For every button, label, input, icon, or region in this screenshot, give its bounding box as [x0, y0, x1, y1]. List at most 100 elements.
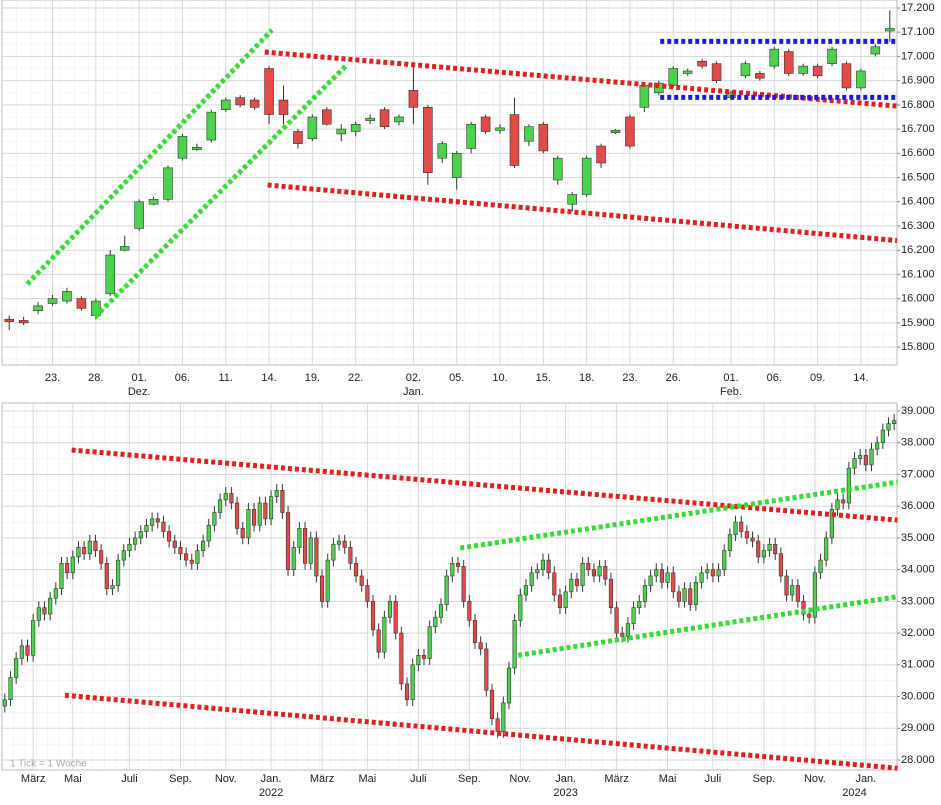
x-tick-label: Sep. — [169, 773, 192, 785]
candle-body — [509, 114, 520, 166]
candle-body — [688, 588, 693, 605]
x-tick-label: Mai — [358, 773, 376, 785]
candle-body — [682, 588, 687, 602]
candle-body — [567, 194, 577, 205]
x-tick-label: Jan. — [261, 773, 282, 785]
candle-body — [223, 493, 228, 501]
candle-body — [716, 569, 721, 577]
candle-body — [603, 566, 608, 580]
y-tick-label: 36.000 — [901, 500, 935, 512]
y-tick-label: 16.700 — [901, 123, 935, 135]
x-tick-label: 10. — [492, 372, 507, 384]
candle-body — [235, 502, 240, 529]
candle-body — [880, 429, 885, 444]
x-tick-label: Juli — [121, 773, 138, 785]
trend-line — [71, 447, 898, 523]
candle-body — [155, 518, 160, 523]
x-tick-label: Juli — [705, 773, 722, 785]
candle-body — [620, 632, 625, 637]
candle-body — [773, 543, 778, 555]
candle-body — [31, 620, 36, 656]
y-tick-label: 17.000 — [901, 50, 935, 62]
candle-body — [438, 604, 444, 618]
candle-body — [755, 73, 765, 79]
candle-body — [870, 46, 881, 55]
candle-body — [451, 153, 462, 178]
trend-line — [264, 49, 898, 109]
candle-body — [376, 629, 381, 653]
candle-body — [307, 116, 318, 140]
candle-body — [336, 540, 342, 545]
candle-body — [790, 585, 795, 596]
x-tick-label: Jan. — [555, 773, 576, 785]
candle-body — [639, 85, 650, 108]
candle-body — [325, 559, 330, 602]
candle-body — [841, 499, 846, 504]
candle-body — [48, 597, 53, 615]
candle-body — [614, 607, 619, 634]
x-tick-label: 18. — [579, 372, 594, 384]
candle-body — [437, 143, 448, 159]
candle-body — [892, 420, 897, 424]
y-tick-label: 15.800 — [901, 341, 935, 353]
candle-body — [269, 496, 274, 520]
candle-body — [76, 298, 87, 309]
candle-body — [76, 547, 81, 558]
candle-body — [82, 547, 87, 555]
plot-area — [1, 402, 898, 771]
candle-body — [416, 655, 421, 666]
x-tick-label: Nov. — [215, 773, 237, 785]
candle-body — [710, 569, 715, 577]
candle-body — [812, 572, 817, 618]
candle-body — [818, 559, 823, 574]
candle-body — [727, 534, 732, 551]
candle-body — [807, 613, 812, 618]
candle-body — [478, 642, 483, 650]
candle-body — [379, 109, 390, 127]
candle-body — [535, 569, 540, 574]
candle-body — [70, 556, 75, 574]
candle-body — [62, 291, 72, 302]
candle-body — [387, 601, 393, 618]
y-tick-label: 16.900 — [901, 75, 935, 87]
candle-body — [574, 578, 580, 586]
candle-body — [65, 562, 70, 574]
y-tick-label: 29.000 — [901, 722, 935, 734]
candle-body — [264, 68, 274, 115]
candle-body — [580, 562, 585, 586]
candle-body — [33, 305, 43, 312]
candle-body — [348, 547, 353, 564]
trend-line — [517, 594, 898, 658]
y-tick-label: 34.000 — [901, 564, 935, 576]
candle-body — [257, 502, 262, 526]
y-tick-label: 39.000 — [901, 405, 935, 417]
candle-body — [286, 512, 291, 570]
candle-body — [512, 620, 517, 669]
candle-body — [461, 566, 466, 602]
candle-body — [693, 582, 698, 605]
candle-body — [744, 531, 749, 539]
candle-body — [19, 645, 24, 659]
candle-body — [761, 550, 766, 558]
candle-body — [783, 51, 794, 74]
x-tick-label: 06. — [767, 372, 782, 384]
candle-body — [869, 448, 874, 466]
candle-body — [291, 547, 296, 570]
candle-body — [189, 559, 194, 564]
candle-body — [676, 591, 681, 602]
x-tick-label: März — [21, 773, 45, 785]
y-tick-label: 35.000 — [901, 532, 935, 544]
candle-body — [25, 645, 30, 656]
candle-body — [489, 689, 495, 720]
candle-body — [858, 455, 863, 459]
trend-line — [459, 479, 898, 551]
candle-body — [382, 616, 387, 653]
candle-body — [466, 123, 476, 149]
candle-body — [133, 537, 138, 545]
candle-body — [235, 97, 245, 106]
candle-body — [105, 254, 116, 295]
candle-body — [455, 562, 461, 567]
candle-body — [365, 117, 375, 121]
x-tick-label: 01. — [131, 372, 146, 384]
